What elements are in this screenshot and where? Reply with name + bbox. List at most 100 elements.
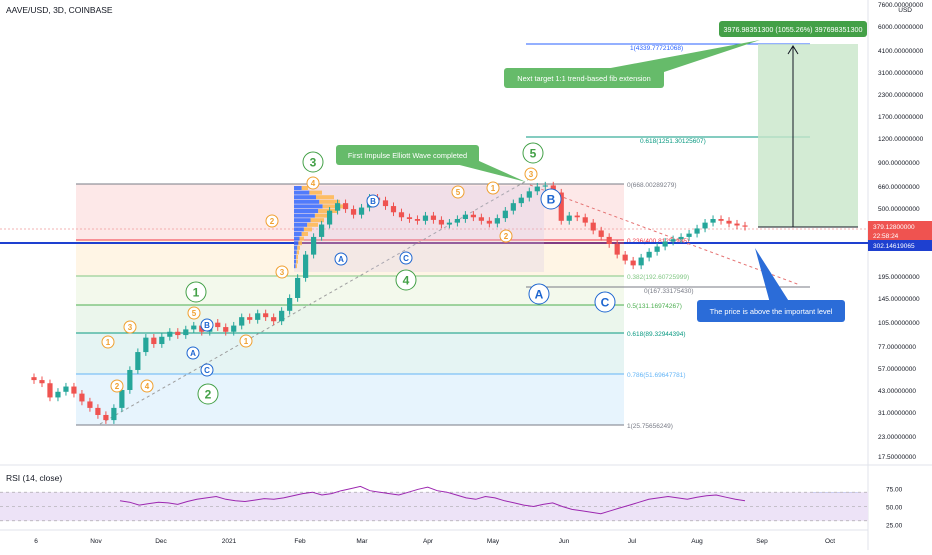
- wave-label-circle: [366, 194, 380, 208]
- time-tick: Oct: [825, 538, 835, 545]
- candle-body: [71, 386, 77, 394]
- impulse-callout-text: First Impulse Elliott Wave completed: [348, 151, 467, 160]
- candle-body: [654, 246, 660, 252]
- volume-profile-bar: [294, 250, 297, 255]
- candle-body: [638, 257, 644, 266]
- price-above-callout-pointer: [755, 248, 790, 303]
- candle-body: [87, 401, 93, 408]
- fib-extension-label: 0(167.33175430): [644, 288, 694, 295]
- wave-label-circle: [123, 320, 137, 334]
- callouts: 3976.98351300 (1055.26%) 397698351300 Nex…: [336, 21, 867, 512]
- candle-body: [223, 327, 229, 332]
- candle-body: [502, 210, 508, 219]
- candle-body: [598, 230, 604, 237]
- price-tick: 57.00000000: [878, 366, 916, 373]
- wave-label: B: [540, 188, 562, 210]
- target-callout-text: 3976.98351300 (1055.26%) 397698351300: [723, 25, 862, 34]
- volume-profile-bar: [301, 232, 308, 236]
- time-axis[interactable]: 6 Nov Dec 2021 Feb Mar Apr May Jun Jul Aug Sep Oct: [34, 538, 835, 545]
- price-tick: 7600.00000000: [878, 2, 924, 9]
- wave-label-circle: [239, 334, 253, 348]
- candle-body: [239, 317, 245, 326]
- wave-label-circle: [399, 251, 413, 265]
- price-tick: 2300.00000000: [878, 92, 924, 99]
- key-level-badge: [868, 240, 932, 251]
- price-axis-unit: USD: [898, 7, 912, 14]
- wave-label-text: 2: [504, 232, 509, 241]
- volume-profile-bar: [310, 218, 324, 223]
- wave-label-text: 5: [530, 146, 537, 160]
- wave-label-text: 2: [270, 217, 275, 226]
- wave-label-circle: [140, 379, 154, 393]
- rsi-tick: 25.00: [886, 522, 903, 529]
- volume-profile-bar: [296, 255, 298, 259]
- wave-label: A: [334, 252, 348, 266]
- candle-body: [694, 228, 700, 234]
- time-tick: Sep: [756, 538, 768, 545]
- fib-extension-label: 1(4339.77721068): [630, 45, 683, 52]
- candle-body: [247, 317, 253, 320]
- volume-profile-bar: [316, 195, 334, 200]
- candle-body: [486, 220, 492, 224]
- volume-profile-bar: [303, 227, 312, 232]
- fib-level-label: 0(668.00289279): [627, 182, 677, 189]
- candle-body: [518, 197, 524, 204]
- candle-body: [742, 225, 748, 227]
- volume-profile-bar: [295, 264, 297, 269]
- key-level-value: 302.14619065: [873, 243, 915, 250]
- candle-body: [143, 337, 149, 353]
- price-tick: 17.50000000: [878, 454, 916, 461]
- wave-label-circle: [200, 363, 214, 377]
- wave-label-text: B: [370, 197, 376, 206]
- fib-level-label: 0.236(400.81251985): [627, 238, 689, 245]
- wave-label-text: 4: [311, 179, 316, 188]
- wave-label-circle: [197, 383, 219, 405]
- volume-profile-bar: [294, 213, 315, 218]
- volume-profile-bar: [314, 213, 332, 218]
- candle-body: [39, 380, 45, 384]
- volume-profile-bar: [294, 241, 299, 246]
- candle-body: [63, 386, 69, 392]
- wave-label-circle: [486, 181, 500, 195]
- price-tick: 1700.00000000: [878, 114, 924, 121]
- candle-body: [510, 203, 516, 211]
- candle-body: [103, 414, 109, 421]
- target-callout-box: [719, 21, 867, 37]
- candle-body: [342, 203, 349, 210]
- price-tick: 77.00000000: [878, 344, 916, 351]
- symbol-title: AAVE/USD, 3D, COINBASE: [6, 5, 113, 15]
- fib-level-label: 0.786(51.69647781): [627, 372, 686, 379]
- wave-label-circle: [187, 306, 201, 320]
- candle-body: [478, 217, 484, 221]
- price-tick: 660.00000000: [878, 184, 920, 191]
- candle-body: [670, 239, 676, 242]
- candle-body: [79, 393, 85, 402]
- candle-body: [414, 219, 421, 221]
- rsi-line: [119, 485, 746, 515]
- candle-body: [406, 217, 413, 220]
- candle-body: [271, 317, 277, 322]
- wave-label-text: 3: [128, 323, 133, 332]
- candle-body: [726, 220, 732, 224]
- candle-body: [470, 214, 476, 218]
- fib-level-label: 0.382(192.60725999): [627, 274, 689, 281]
- volume-profile-bar: [294, 186, 302, 190]
- wave-label-text: A: [338, 255, 344, 264]
- wave-label-circle: [302, 151, 324, 173]
- time-tick: Jul: [628, 538, 637, 545]
- wave-label-circle: [528, 283, 550, 305]
- time-tick: Mar: [356, 538, 368, 545]
- rsi-tick: 75.00: [886, 487, 903, 494]
- time-tick: Jun: [559, 538, 570, 545]
- wave-label: 4: [395, 269, 417, 291]
- wave-label-circle: [524, 167, 538, 181]
- candle-body: [422, 215, 429, 221]
- candle-body: [462, 214, 468, 220]
- candle-body: [438, 219, 445, 225]
- candle-body: [630, 260, 636, 266]
- candle-body: [646, 251, 652, 258]
- wave-label-text: 1: [106, 338, 111, 347]
- candle-body: [279, 310, 285, 322]
- volume-profile-bar: [294, 209, 319, 213]
